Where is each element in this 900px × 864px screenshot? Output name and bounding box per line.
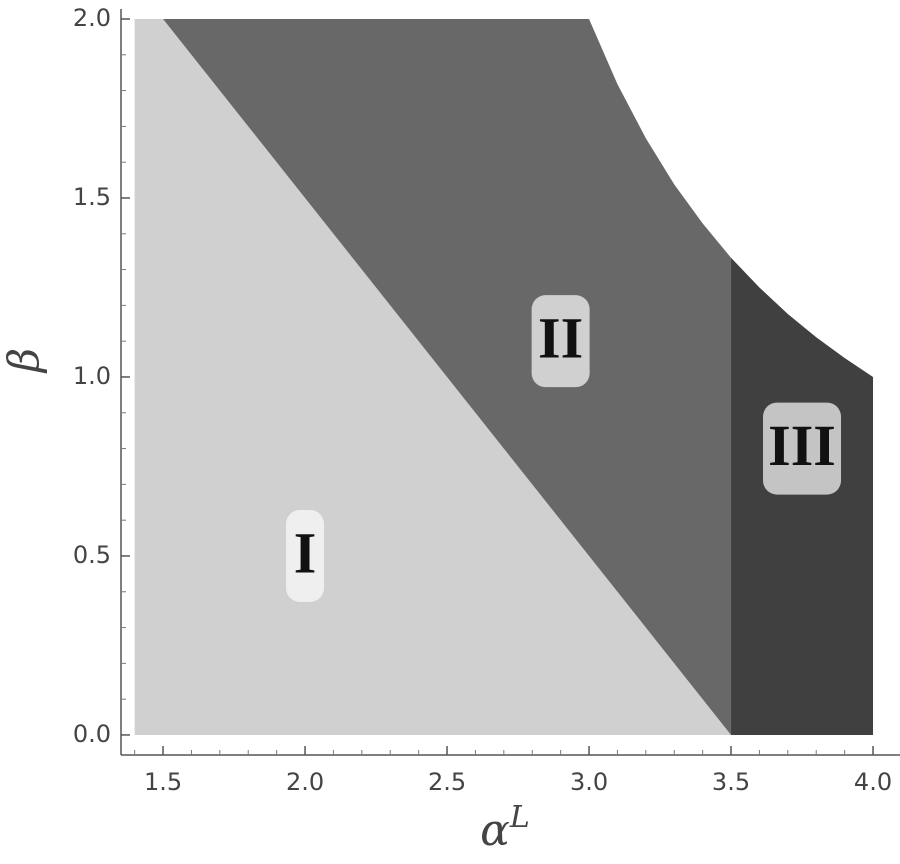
x-tick-label: 1.5 bbox=[144, 768, 182, 796]
x-axis-label-sup: L bbox=[509, 800, 530, 835]
y-tick-label: 1.0 bbox=[73, 362, 111, 390]
axes: 1.5 2.0 2.5 3.0 3.5 4.0 0.0 0.5 1.0 1.5 2.0 bbox=[73, 4, 900, 796]
x-axis-label: αL bbox=[480, 800, 530, 856]
y-tick-label: 0.0 bbox=[73, 720, 111, 748]
y-tick-label: 2.0 bbox=[73, 4, 111, 32]
region bbox=[731, 257, 874, 735]
region-label: III bbox=[768, 413, 836, 478]
y-tick-label: 0.5 bbox=[73, 541, 111, 569]
x-tick-label: 3.0 bbox=[570, 768, 608, 796]
y-axis-label: β bbox=[0, 348, 48, 374]
region bbox=[163, 19, 732, 735]
region-label-box bbox=[531, 295, 590, 388]
x-tick-label: 4.0 bbox=[854, 768, 892, 796]
region-label: I bbox=[294, 520, 317, 585]
x-tick-label: 2.5 bbox=[428, 768, 466, 796]
region-label-box bbox=[286, 509, 325, 602]
region-label-box bbox=[763, 402, 842, 495]
y-tick-label: 1.5 bbox=[73, 183, 111, 211]
region bbox=[134, 19, 732, 735]
x-tick-label: 3.5 bbox=[712, 768, 750, 796]
region-label: II bbox=[538, 305, 583, 370]
x-axis-label-base: α bbox=[480, 805, 510, 856]
x-tick-label: 2.0 bbox=[286, 768, 324, 796]
